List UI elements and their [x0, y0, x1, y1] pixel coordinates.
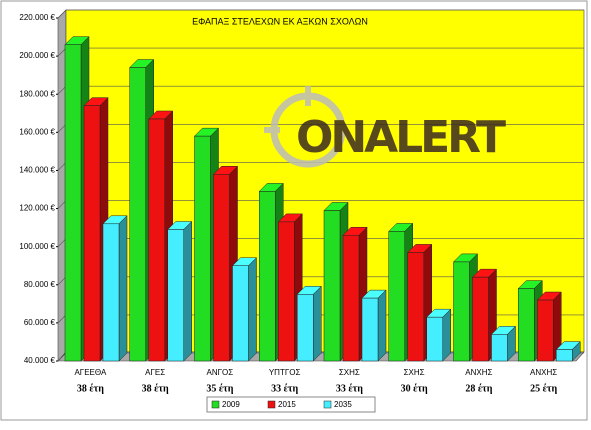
- bar: [278, 221, 295, 362]
- bar: [518, 288, 535, 362]
- y-tick-label: 140.000 €: [19, 166, 55, 175]
- bar: [194, 135, 211, 362]
- grid-line-side: [57, 200, 67, 209]
- bar-side: [442, 308, 451, 362]
- bar: [342, 234, 360, 362]
- y-tick-label: 160.000 €: [19, 127, 55, 136]
- bar: [148, 118, 165, 362]
- x-tick-sublabel: 30 έτη: [401, 383, 428, 394]
- x-tick-sublabel: 25 έτη: [530, 383, 557, 394]
- bar: [102, 223, 120, 362]
- bar: [491, 334, 508, 362]
- watermark: ONALERT: [264, 86, 506, 168]
- grid-line-side: [57, 9, 67, 19]
- bar: [407, 252, 424, 362]
- bar: [323, 210, 341, 362]
- watermark-text: ONALERT: [296, 112, 506, 163]
- y-tick-label: 200.000 €: [19, 51, 55, 60]
- legend-label: 2015: [278, 400, 296, 409]
- legend-swatch: [323, 400, 332, 409]
- bar: [361, 297, 379, 362]
- bar-side: [118, 215, 128, 362]
- x-tick-sublabel: 35 έτη: [206, 383, 233, 394]
- x-tick-sublabel: 28 έτη: [465, 383, 492, 394]
- x-tick-label: ΑΝΧΗΣ: [465, 368, 492, 377]
- x-tick-label: ΑΝΧΗΣ: [530, 368, 557, 377]
- grid-line-side: [57, 86, 67, 95]
- bar: [537, 299, 554, 362]
- x-tick-label: ΣΧΗΣ: [339, 368, 360, 377]
- bar: [259, 191, 276, 362]
- y-tick-label: 100.000 €: [19, 242, 55, 251]
- bar-side: [377, 289, 387, 362]
- y-tick-label: 180.000 €: [19, 89, 55, 98]
- bar: [556, 349, 573, 362]
- bar: [64, 44, 82, 362]
- x-tick-label: ΣΧΗΣ: [404, 368, 425, 377]
- grid-line-side: [57, 124, 67, 133]
- y-tick-label: 80.000 €: [24, 280, 56, 289]
- bar: [388, 231, 405, 362]
- bar: [472, 276, 489, 362]
- bar: [213, 174, 230, 362]
- chart-title: ΕΦΑΠΑΞ ΣΤΕΛΕΧΩΝ ΕΚ ΑΞΚΩΝ ΣΧΟΛΩΝ: [192, 16, 368, 26]
- bar: [426, 316, 443, 362]
- grid-line-side: [57, 352, 67, 362]
- bar-side: [313, 285, 322, 362]
- legend: [206, 396, 376, 413]
- bar: [83, 105, 101, 362]
- bar: [167, 229, 184, 362]
- bar-side: [183, 220, 192, 362]
- grid-line-side: [57, 276, 67, 285]
- y-tick-label: 40.000 €: [24, 356, 56, 365]
- y-tick-label: 220.000 €: [19, 13, 55, 22]
- legend-swatch: [211, 400, 220, 409]
- legend-label: 2035: [334, 400, 352, 409]
- bar: [453, 261, 470, 362]
- x-tick-sublabel: 38 έτη: [77, 383, 104, 394]
- grid-line-side: [57, 162, 67, 171]
- x-tick-sublabel: 33 έτη: [336, 383, 363, 394]
- bar-side: [248, 257, 257, 362]
- x-tick-label: ΑΓΕΕΘΑ: [74, 368, 106, 377]
- grid-line-side: [57, 47, 67, 57]
- bar: [297, 294, 314, 362]
- bar: [129, 67, 146, 362]
- x-tick-label: ΑΓΕΣ: [145, 368, 165, 377]
- legend-label: 2009: [222, 400, 240, 409]
- bar: [232, 265, 249, 362]
- y-tick-label: 120.000 €: [19, 204, 55, 213]
- x-tick-sublabel: 33 έτη: [271, 383, 298, 394]
- legend-swatch: [267, 400, 276, 409]
- x-tick-label: ΑΝΓΟΣ: [207, 368, 234, 377]
- grid-line-side: [57, 238, 67, 247]
- grid-line-side: [57, 314, 67, 324]
- x-tick-sublabel: 38 έτη: [142, 383, 169, 394]
- x-tick-label: ΥΠΤΓΟΣ: [269, 368, 301, 377]
- y-tick-label: 60.000 €: [24, 318, 56, 327]
